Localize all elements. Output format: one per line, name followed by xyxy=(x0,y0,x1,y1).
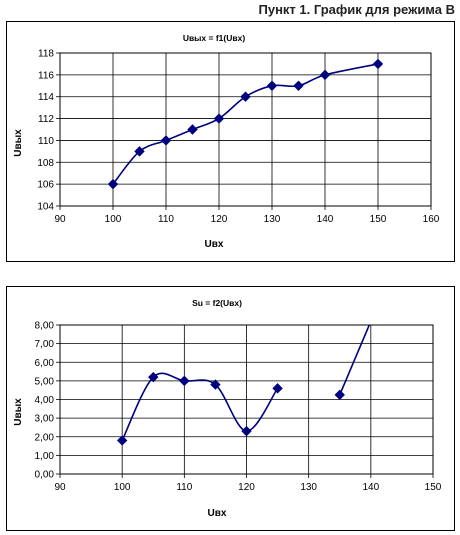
data-point xyxy=(179,375,190,387)
x-axis-title: Uвх xyxy=(205,239,224,250)
y-tick-label: 1,00 xyxy=(35,451,55,462)
y-tick-label: 108 xyxy=(37,158,54,169)
y-tick-label: 5,00 xyxy=(35,376,55,387)
data-point xyxy=(107,178,119,190)
y-axis-title: Uвых xyxy=(13,398,24,426)
data-point xyxy=(116,435,128,446)
x-tick-label: 140 xyxy=(362,482,379,493)
x-tick-label: 130 xyxy=(264,214,281,225)
x-tick-label: 160 xyxy=(423,214,440,225)
chart-panel-f2: Su = f2(Uвх) Uвх Uвых 0,00 1,00 2,00 3,00 4,… xyxy=(6,286,455,531)
plot-area xyxy=(59,52,432,207)
chart-f2-svg: Su = f2(Uвх) Uвх Uвых 0,00 1,00 2,00 3,00 4,… xyxy=(13,298,442,519)
chart-title: Su = f2(Uвх) xyxy=(192,298,242,308)
y-tick-label: 4,00 xyxy=(35,395,55,406)
x-tick-label: 100 xyxy=(114,482,131,493)
data-point xyxy=(210,379,221,390)
data-point xyxy=(272,383,283,394)
x-tick-label: 150 xyxy=(370,214,387,225)
x-tick-label: 140 xyxy=(317,214,334,225)
y-tick-label: 112 xyxy=(38,114,54,125)
x-tick-label: 100 xyxy=(105,214,122,225)
y-tick-label: 7,00 xyxy=(35,339,55,350)
data-point xyxy=(241,425,252,437)
y-tick-label: 116 xyxy=(38,70,54,81)
x-tick-label: 150 xyxy=(425,482,442,493)
x-axis-title: Uвх xyxy=(208,508,227,519)
x-tick-label: 90 xyxy=(54,482,66,493)
x-tick-label: 120 xyxy=(211,214,228,225)
data-point xyxy=(240,91,251,102)
x-tick-label: 110 xyxy=(158,214,174,225)
x-tick-label: 120 xyxy=(238,482,255,493)
y-tick-label: 2,00 xyxy=(35,432,55,443)
series-group xyxy=(112,63,379,185)
chart-panel-f1: Uвых = f1(Uвх) Uвх Uвых 104 106 108 110 112 1… xyxy=(6,21,455,262)
y-tick-label: 104 xyxy=(37,202,54,213)
page-heading: Пункт 1. График для режима В xyxy=(258,2,456,17)
data-point xyxy=(334,389,345,401)
data-point xyxy=(266,80,278,91)
y-tick-label: 110 xyxy=(38,136,54,147)
series-line xyxy=(339,325,371,396)
data-point xyxy=(160,135,172,146)
y-tick-label: 114 xyxy=(38,92,54,103)
y-tick-label: 106 xyxy=(37,180,54,191)
chart-f1-svg: Uвых = f1(Uвх) Uвх Uвых 104 106 108 110 112 1… xyxy=(13,33,440,250)
y-tick-label: 3,00 xyxy=(35,414,55,425)
data-point xyxy=(319,69,331,81)
y-tick-label: 6,00 xyxy=(35,358,55,369)
data-point xyxy=(213,113,225,124)
data-point xyxy=(372,58,384,70)
y-tick-label: 8,00 xyxy=(35,321,55,332)
data-point xyxy=(187,124,198,135)
data-point xyxy=(148,371,159,383)
series-line xyxy=(112,63,379,185)
chart-title: Uвых = f1(Uвх) xyxy=(183,33,246,43)
x-tick-label: 130 xyxy=(300,482,317,493)
x-tick-label: 110 xyxy=(176,482,192,493)
y-axis-title: Uвых xyxy=(13,129,24,157)
data-point xyxy=(293,80,304,91)
data-point xyxy=(134,146,145,157)
y-tick-label: 118 xyxy=(38,49,54,60)
x-tick-label: 90 xyxy=(54,214,66,225)
y-tick-label: 0,00 xyxy=(35,470,55,481)
